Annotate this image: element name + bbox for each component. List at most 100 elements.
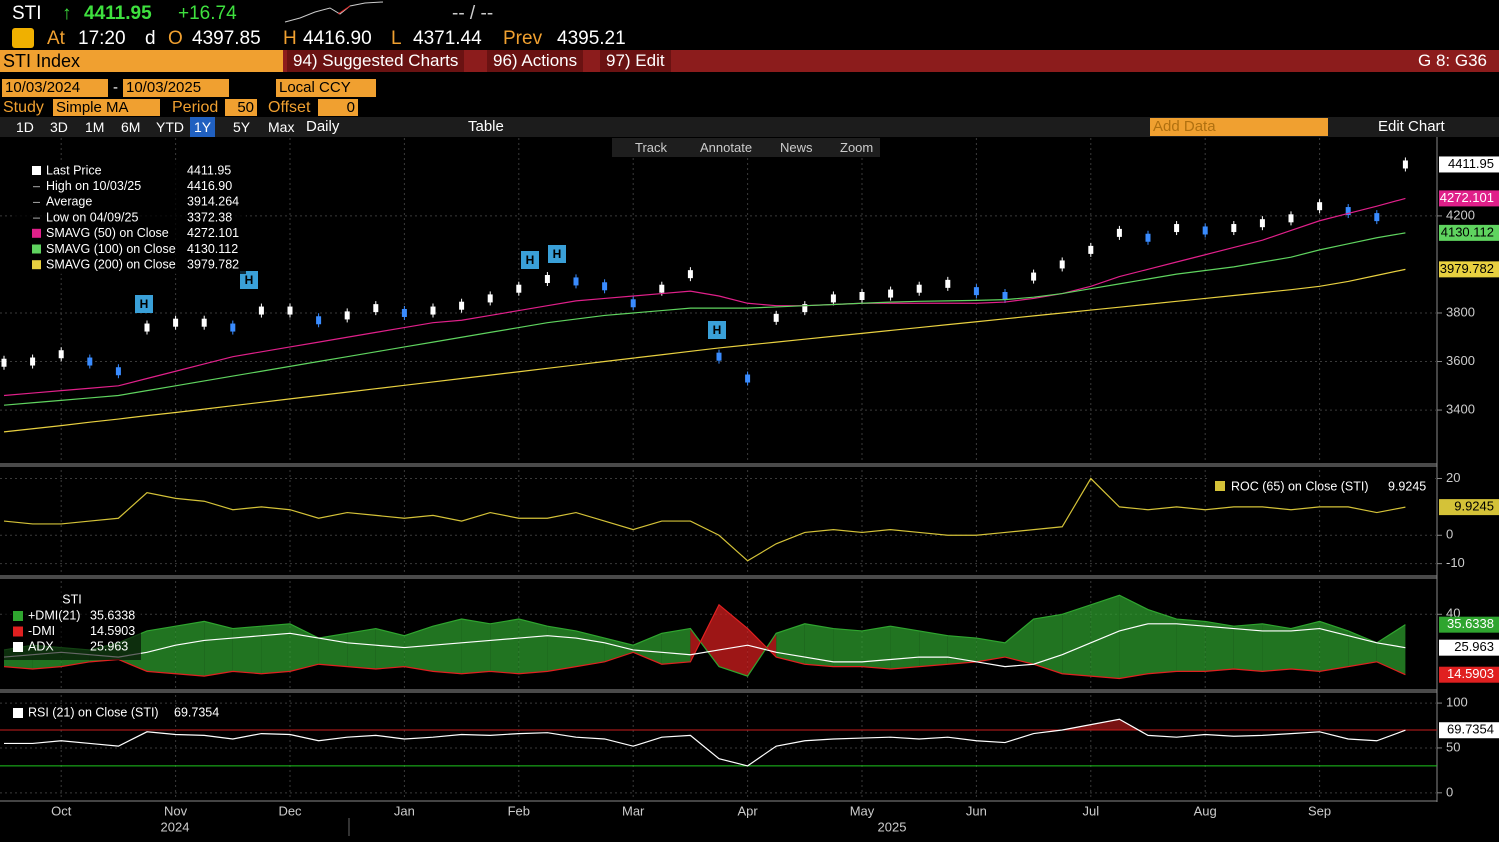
dmi-area xyxy=(347,628,376,669)
panel-divider xyxy=(0,689,1437,693)
candle xyxy=(1231,224,1237,233)
dmi-area xyxy=(261,623,290,674)
candle xyxy=(430,306,436,315)
candle xyxy=(516,284,522,293)
series-line xyxy=(3,197,1406,397)
x-tick-label: Feb xyxy=(508,803,530,818)
start-date[interactable]: 10/03/2024 xyxy=(2,79,108,97)
range-button[interactable]: 5Y xyxy=(233,119,251,135)
offset[interactable]: 0 xyxy=(318,99,358,116)
time: 17:20 xyxy=(78,28,126,49)
period[interactable]: 50 xyxy=(225,99,257,116)
annotation-label: H xyxy=(140,297,149,311)
candle xyxy=(1174,224,1180,233)
last-price: 4411.95 xyxy=(84,3,152,24)
dmi-area xyxy=(461,619,491,674)
candle xyxy=(1031,272,1037,281)
legend-swatch xyxy=(32,228,41,238)
legend-label: Average xyxy=(46,195,92,209)
candle xyxy=(344,311,350,320)
year-label: 2024 xyxy=(161,819,190,834)
legend-value: 9.9245 xyxy=(1388,479,1426,493)
candle xyxy=(916,284,922,293)
candle xyxy=(459,301,465,310)
candle xyxy=(1202,226,1208,235)
dmi-area xyxy=(518,619,548,674)
label: d xyxy=(145,28,156,49)
candle xyxy=(745,374,751,383)
range-button[interactable]: 3D xyxy=(50,119,68,135)
legend-value: 4272.101 xyxy=(187,226,239,240)
candle xyxy=(687,270,693,279)
range-button[interactable]: 1D xyxy=(16,119,34,135)
add-data[interactable]: Add Data xyxy=(1150,118,1328,136)
legend-label: ROC (65) on Close (STI) xyxy=(1231,479,1369,493)
y-tick-label: 3800 xyxy=(1446,304,1475,319)
dmi-area xyxy=(1033,614,1063,674)
value-tag-label: 4411.95 xyxy=(1448,156,1494,171)
tool-button[interactable]: Annotate xyxy=(700,140,753,155)
sparkline-segment xyxy=(337,5,351,15)
candle xyxy=(1088,245,1094,254)
x-tick-label: Jan xyxy=(394,803,415,818)
legend-value: 25.963 xyxy=(90,639,128,653)
menu[interactable]: 97) Edit xyxy=(600,50,671,72)
range-button[interactable]: YTD xyxy=(156,119,184,135)
label: Study xyxy=(3,99,44,116)
open: 4397.85 xyxy=(192,28,261,49)
edit-chart[interactable]: Edit Chart xyxy=(1378,118,1445,135)
value-tag-label: 14.5903 xyxy=(1447,666,1494,681)
candle xyxy=(1402,160,1408,169)
legend-label: Low on 04/09/25 xyxy=(46,210,138,224)
legend-value: 3372.38 xyxy=(187,210,232,224)
dmi-area xyxy=(490,619,519,674)
dmi-area xyxy=(1376,624,1406,675)
high: 4416.90 xyxy=(303,28,372,49)
range-button[interactable]: 1Y xyxy=(190,117,216,137)
candle xyxy=(87,357,93,366)
dmi-area xyxy=(719,604,748,677)
menu[interactable]: 96) Actions xyxy=(487,50,584,72)
panel-divider xyxy=(0,575,1437,579)
candle xyxy=(773,313,779,322)
dmi-area xyxy=(175,621,205,677)
study-type[interactable]: Simple MA xyxy=(53,99,160,116)
legend-swatch xyxy=(13,626,23,637)
tool-button[interactable]: Zoom xyxy=(840,140,874,155)
legend-label: SMAVG (100) on Close xyxy=(46,242,176,256)
y-tick-label: 3400 xyxy=(1446,402,1475,417)
x-tick-label: Oct xyxy=(51,803,72,818)
dmi-area xyxy=(547,626,576,672)
dmi-area xyxy=(947,635,977,665)
legend-value: 14.5903 xyxy=(90,624,135,638)
tool-button[interactable]: News xyxy=(780,140,813,155)
dmi-area xyxy=(890,626,920,669)
end-date[interactable]: 10/03/2025 xyxy=(123,79,229,97)
candle xyxy=(173,318,179,327)
series-line xyxy=(3,594,1406,677)
icon[interactable] xyxy=(12,28,34,48)
security[interactable]: STI Index xyxy=(0,50,283,72)
oversold-area xyxy=(4,719,1405,766)
range-button[interactable]: 1M xyxy=(85,119,105,135)
label: Period xyxy=(172,99,219,116)
overbought-area xyxy=(4,719,1406,730)
legend-label: -DMI xyxy=(28,624,55,638)
x-tick-label: Sep xyxy=(1308,803,1331,818)
table-button[interactable]: Table xyxy=(468,118,504,135)
tool-button[interactable]: Track xyxy=(635,140,668,155)
value-tag xyxy=(1439,224,1499,241)
candle xyxy=(487,294,493,303)
range-button[interactable]: Max xyxy=(268,119,295,135)
ticker: STI xyxy=(12,3,42,24)
legend-swatch xyxy=(13,708,23,718)
menu[interactable]: 94) Suggested Charts xyxy=(287,50,465,72)
value-tag-label: 25.963 xyxy=(1454,639,1494,654)
legend-value: 3914.264 xyxy=(187,195,239,209)
candle xyxy=(630,299,636,308)
candle xyxy=(1145,233,1151,242)
candle xyxy=(1288,214,1294,223)
frequency[interactable]: Daily xyxy=(306,118,340,135)
range-button[interactable]: 6M xyxy=(121,119,141,135)
currency[interactable]: Local CCY xyxy=(276,79,376,97)
